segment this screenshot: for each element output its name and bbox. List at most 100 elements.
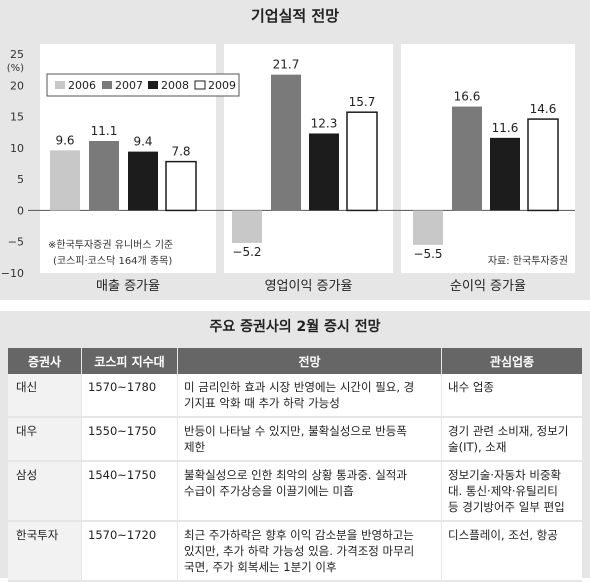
cell-sectors-line: 내수 업종 xyxy=(448,380,494,394)
cell-sectors-line: 대. 통신·제약·유틸리티 xyxy=(448,484,558,498)
cell-index-range: 1550~1750 xyxy=(82,418,178,462)
legend-swatch-2009 xyxy=(194,80,206,90)
bar-2007-1 xyxy=(89,140,119,211)
bar-2009-2 xyxy=(346,111,378,212)
cell-sectors-line: 술(IT), 소재 xyxy=(448,440,507,454)
x-category-label-2: 영업이익 증가율 xyxy=(265,279,353,294)
cell-outlook-line: 기지표 악화 때 추가 하락 가능성 xyxy=(184,396,340,410)
chart-note-line-1: ※한국투자증권 유니버스 기준 xyxy=(48,239,173,251)
cell-outlook-line: 반등이 나타날 수 있지만, 불확실성으로 반등폭 xyxy=(184,424,407,438)
cell-sectors: 디스플레이, 조선, 항공 xyxy=(442,522,582,582)
cell-sectors-line: 디스플레이, 조선, 항공 xyxy=(448,528,558,542)
chart-source: 자료: 한국투자증권 xyxy=(488,255,568,267)
data-label-2006-3: −5.5 xyxy=(413,247,442,261)
bar-2006-2 xyxy=(232,210,262,243)
x-category-label-1: 매출 증가율 xyxy=(96,279,160,294)
cell-firm-line: 대신 xyxy=(16,380,38,394)
data-label-2009-2: 15.7 xyxy=(349,95,376,109)
cell-firm: 삼성 xyxy=(8,462,82,522)
header-firm: 증권사 xyxy=(8,348,82,374)
data-label-2008-2: 12.3 xyxy=(311,116,338,130)
bar-2007-3 xyxy=(452,106,482,211)
header-outlook: 전망 xyxy=(178,348,442,374)
y-tick-label: −10 xyxy=(1,267,24,280)
legend-label-2006: 2006 xyxy=(68,79,96,92)
bar-chart: 25 20 15 10 5 0 −5 −10 (%) 9.6 −5.2 −5.5 11.1 21.7 16.… xyxy=(1,44,575,294)
x-category-label-3: 순이익 증가율 xyxy=(450,279,526,294)
cell-firm: 한국투자 xyxy=(8,522,82,582)
y-tick-label: 5 xyxy=(17,173,24,186)
bar-2006-3 xyxy=(413,210,443,245)
bar-2006-1 xyxy=(50,150,80,211)
cell-firm-line: 삼성 xyxy=(16,468,38,482)
y-tick-label: 15 xyxy=(10,111,24,124)
legend-box xyxy=(46,73,240,97)
legend-label-2009: 2009 xyxy=(208,79,236,92)
data-label-2009-3: 14.6 xyxy=(530,102,557,116)
table-title: 주요 증권사의 2월 증시 전망 xyxy=(209,319,381,335)
y-tick-label: 25 xyxy=(10,48,24,61)
cell-index-range: 1570~1720 xyxy=(82,522,178,582)
outlook-table: 증권사 코스피 지수대 전망 관심업종 대신 1570~1780 미 금리인하 효과… xyxy=(8,348,582,582)
cell-sectors-line: 정보기술·자동차 비중확 xyxy=(448,468,562,482)
cell-firm-line: 한국투자 xyxy=(16,528,59,542)
cell-sectors: 내수 업종 xyxy=(442,374,582,418)
data-label-2009-1: 7.8 xyxy=(171,145,190,159)
data-label-2006-1: 9.6 xyxy=(55,133,74,147)
table-row: 대우 1550~1750 반등이 나타날 수 있지만, 불확실성으로 반등폭 제한 경기… xyxy=(8,418,582,462)
cell-index-range: 1540~1750 xyxy=(82,462,178,522)
bar-2008-2 xyxy=(309,133,339,211)
bar-2009-3 xyxy=(527,118,559,212)
data-label-2008-1: 9.4 xyxy=(133,135,152,149)
data-label-2007-1: 11.1 xyxy=(91,124,118,138)
cell-index-range-line: 1570~1720 xyxy=(88,528,157,542)
header-sectors: 관심업종 xyxy=(442,348,582,374)
legend-label-2008: 2008 xyxy=(161,79,189,92)
data-label-2008-3: 11.6 xyxy=(492,121,519,135)
cell-sectors-line: 등 경기방어주 일부 편입 xyxy=(448,500,565,514)
cell-index-range-line: 1540~1750 xyxy=(88,468,157,482)
cell-outlook-line: 불확실성으로 인한 최악의 상황 통과중. 실적과 xyxy=(184,468,407,482)
y-tick-label: −5 xyxy=(8,236,24,249)
y-tick-label: 10 xyxy=(10,142,24,155)
data-label-2006-2: −5.2 xyxy=(232,245,261,259)
cell-index-range-line: 1570~1780 xyxy=(88,380,157,394)
y-axis-unit: (%) xyxy=(7,63,24,74)
cell-sectors-line: 경기 관련 소비재, 정보기 xyxy=(448,424,569,438)
bar-2009-1 xyxy=(165,160,197,212)
legend-swatch-2007 xyxy=(102,81,112,89)
cell-outlook-line: 수급이 주가상승을 이끌기에는 미흡 xyxy=(184,484,354,498)
header-index-range: 코스피 지수대 xyxy=(82,348,178,374)
y-tick-label: 0 xyxy=(17,204,24,217)
table-header-row: 증권사 코스피 지수대 전망 관심업종 xyxy=(8,348,582,374)
bar-2008-3 xyxy=(490,137,520,211)
y-tick-label: 20 xyxy=(10,79,24,92)
chart-title: 기업실적 전망 xyxy=(250,7,340,25)
cell-outlook-line: 최근 주가하락은 향후 이익 감소분을 반영하고는 xyxy=(184,528,414,542)
data-label-2007-2: 21.7 xyxy=(273,58,300,72)
cell-firm: 대신 xyxy=(8,374,82,418)
chart-note-line-2: (코스피·코스닥 164개 종목) xyxy=(53,255,172,267)
cell-outlook-line: 미 금리인하 효과 시장 반영에는 시간이 필요, 경 xyxy=(184,380,415,394)
legend-label-2007: 2007 xyxy=(115,79,143,92)
cell-index-range: 1570~1780 xyxy=(82,374,178,418)
bar-2008-1 xyxy=(128,151,158,211)
cell-outlook-line: 제한 xyxy=(184,440,206,454)
data-label-2007-3: 16.6 xyxy=(454,90,481,104)
cell-outlook-line: 국면, 주가 회복세는 1분기 이후 xyxy=(184,560,337,574)
cell-firm-line: 대우 xyxy=(16,424,38,438)
cell-index-range-line: 1550~1750 xyxy=(88,424,157,438)
legend-swatch-2008 xyxy=(148,81,158,89)
bar-2007-2 xyxy=(271,74,301,211)
cell-firm: 대우 xyxy=(8,418,82,462)
cell-outlook-line: 있지만, 추가 하락 가능성 있음. 가격조정 마무리 xyxy=(184,544,415,558)
